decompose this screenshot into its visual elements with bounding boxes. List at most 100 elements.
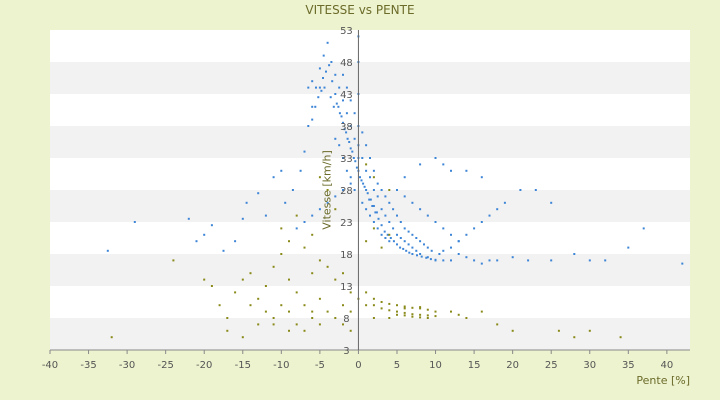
data-point <box>465 233 468 236</box>
data-point <box>408 251 411 254</box>
x-tick-label: 40 <box>661 360 674 371</box>
data-point <box>429 258 432 261</box>
data-point <box>419 208 422 211</box>
data-point <box>438 253 441 255</box>
data-point <box>352 157 355 159</box>
data-point <box>315 86 317 89</box>
data-point <box>372 297 375 300</box>
data-point <box>403 311 406 314</box>
y-tick-label: 13 <box>340 282 353 293</box>
data-point <box>480 310 483 313</box>
y-tick-label: 23 <box>340 218 353 229</box>
data-point <box>399 221 402 223</box>
data-point <box>403 240 406 243</box>
data-point <box>372 304 375 307</box>
data-point <box>338 144 341 147</box>
data-point <box>328 64 331 67</box>
data-point <box>426 317 429 319</box>
data-point <box>349 147 352 150</box>
data-point <box>388 201 391 204</box>
data-point <box>342 189 344 191</box>
data-point <box>342 323 344 326</box>
data-point <box>334 93 337 95</box>
data-point <box>426 256 429 259</box>
grid-band <box>50 30 690 62</box>
data-point <box>203 278 206 281</box>
data-point <box>335 102 338 105</box>
data-point <box>396 310 398 313</box>
x-tick-label: 25 <box>545 360 558 371</box>
data-point <box>222 249 225 252</box>
data-point <box>388 309 391 312</box>
data-point <box>419 307 422 310</box>
data-point <box>442 227 445 230</box>
data-point <box>348 141 351 143</box>
data-point <box>360 179 363 182</box>
data-point <box>337 105 340 108</box>
data-point <box>374 211 377 214</box>
data-point <box>365 189 368 191</box>
data-point <box>264 310 267 313</box>
data-point <box>195 240 198 243</box>
data-point <box>457 253 460 255</box>
data-point <box>380 301 383 303</box>
data-point <box>573 336 576 339</box>
data-point <box>359 176 361 179</box>
data-point <box>314 105 317 108</box>
data-point <box>430 249 433 252</box>
x-tick-label: -5 <box>315 360 325 371</box>
data-point <box>573 253 576 255</box>
data-point <box>210 224 213 227</box>
y-tick-label: 43 <box>340 90 353 101</box>
data-point <box>365 240 368 243</box>
data-point <box>330 61 333 63</box>
data-point <box>380 208 383 211</box>
data-point <box>295 291 298 294</box>
data-point <box>388 302 391 305</box>
data-point <box>369 198 372 201</box>
data-point <box>264 214 267 217</box>
data-point <box>415 249 418 252</box>
data-point <box>317 96 320 99</box>
data-point <box>396 189 398 191</box>
data-point <box>411 201 414 204</box>
data-point <box>311 118 314 121</box>
data-point <box>326 189 329 191</box>
data-point <box>465 169 468 172</box>
data-point <box>619 336 622 339</box>
data-point <box>380 189 383 191</box>
data-point <box>361 131 364 134</box>
data-point <box>322 77 324 79</box>
data-point <box>480 221 483 223</box>
data-point <box>311 272 314 275</box>
data-point <box>203 233 206 236</box>
data-point <box>349 310 352 313</box>
data-point <box>318 86 321 89</box>
data-point <box>488 214 491 217</box>
data-point <box>365 208 368 211</box>
data-point <box>681 262 684 265</box>
data-point <box>372 221 375 223</box>
data-point <box>365 144 368 147</box>
x-tick-label: -10 <box>273 360 289 371</box>
data-point <box>488 259 491 262</box>
data-point <box>303 304 306 307</box>
data-point <box>369 214 371 217</box>
data-point <box>368 198 371 201</box>
data-point <box>496 208 499 211</box>
data-point <box>377 217 380 220</box>
data-point <box>320 89 323 92</box>
data-point <box>334 317 337 319</box>
data-point <box>384 195 387 198</box>
data-point <box>318 259 321 262</box>
data-point <box>450 169 452 172</box>
data-point <box>291 189 294 191</box>
data-point <box>106 249 109 252</box>
data-point <box>403 307 406 310</box>
data-point <box>332 105 335 108</box>
data-point <box>307 125 310 127</box>
data-point <box>172 259 175 262</box>
data-point <box>434 258 437 261</box>
data-point <box>465 317 468 319</box>
